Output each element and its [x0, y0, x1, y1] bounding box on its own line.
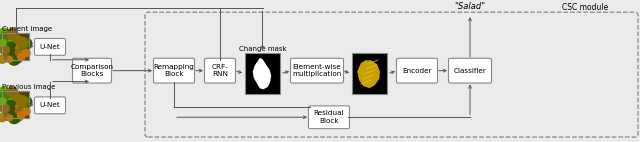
Circle shape [16, 45, 20, 50]
Circle shape [18, 38, 29, 49]
Circle shape [4, 52, 10, 58]
Circle shape [6, 100, 15, 108]
Circle shape [1, 40, 8, 47]
Circle shape [20, 97, 30, 107]
Circle shape [7, 115, 13, 121]
Circle shape [0, 55, 6, 63]
Circle shape [7, 28, 18, 39]
Circle shape [0, 98, 6, 104]
Circle shape [16, 104, 20, 109]
Circle shape [20, 97, 32, 108]
Text: "Salad": "Salad" [454, 2, 486, 11]
Circle shape [7, 88, 17, 98]
Bar [352, 53, 387, 94]
Text: U-Net: U-Net [40, 44, 60, 50]
Circle shape [4, 55, 11, 62]
Text: U-Net: U-Net [40, 102, 60, 108]
Text: CRF-
RNN: CRF- RNN [212, 64, 228, 77]
Circle shape [0, 39, 6, 46]
Polygon shape [253, 58, 271, 89]
Circle shape [1, 32, 10, 41]
Circle shape [15, 108, 22, 114]
FancyBboxPatch shape [397, 58, 438, 83]
Polygon shape [357, 60, 380, 88]
Circle shape [3, 49, 9, 55]
Text: Change mask: Change mask [239, 46, 286, 52]
Text: Current image: Current image [2, 26, 52, 32]
Text: Element-wise
multiplication: Element-wise multiplication [292, 64, 342, 77]
Bar [2, 33, 29, 60]
Circle shape [20, 39, 30, 48]
Circle shape [17, 53, 25, 60]
Circle shape [0, 87, 9, 97]
Bar [2, 91, 29, 118]
Circle shape [18, 96, 29, 108]
Circle shape [23, 108, 30, 115]
Circle shape [0, 114, 6, 122]
Text: Residual
Block: Residual Block [314, 110, 344, 124]
Circle shape [4, 110, 10, 116]
Circle shape [7, 29, 17, 39]
Circle shape [20, 38, 32, 49]
Bar [2, 91, 29, 118]
FancyBboxPatch shape [154, 58, 195, 83]
Circle shape [16, 37, 28, 48]
FancyBboxPatch shape [35, 97, 65, 114]
Circle shape [4, 37, 13, 46]
Circle shape [21, 49, 26, 54]
Circle shape [6, 42, 15, 50]
Circle shape [17, 111, 25, 119]
Bar [245, 53, 280, 94]
Text: Classifier: Classifier [454, 68, 486, 74]
Circle shape [0, 104, 9, 113]
Circle shape [8, 54, 20, 65]
Circle shape [0, 45, 9, 55]
Bar [2, 33, 29, 60]
Text: Comparison
Blocks: Comparison Blocks [70, 64, 113, 77]
Circle shape [13, 113, 22, 121]
Circle shape [0, 35, 9, 46]
Circle shape [13, 94, 21, 102]
Text: Encoder: Encoder [402, 68, 432, 74]
Circle shape [7, 87, 18, 98]
Text: CSC module: CSC module [562, 3, 608, 12]
Text: Remapping
Block: Remapping Block [154, 64, 195, 77]
Circle shape [3, 107, 9, 114]
FancyBboxPatch shape [72, 58, 111, 83]
Circle shape [4, 114, 11, 120]
Circle shape [6, 93, 13, 99]
Circle shape [1, 91, 10, 100]
Circle shape [4, 47, 10, 52]
Circle shape [1, 98, 8, 105]
FancyBboxPatch shape [291, 58, 344, 83]
Circle shape [15, 49, 22, 56]
FancyBboxPatch shape [308, 106, 349, 129]
Circle shape [0, 92, 6, 99]
Circle shape [13, 54, 22, 63]
FancyBboxPatch shape [35, 38, 65, 55]
Circle shape [0, 93, 9, 105]
FancyBboxPatch shape [205, 58, 236, 83]
Circle shape [0, 28, 9, 38]
Circle shape [23, 49, 30, 57]
FancyBboxPatch shape [449, 58, 492, 83]
Circle shape [13, 35, 21, 43]
Circle shape [16, 96, 28, 107]
Circle shape [8, 112, 20, 124]
Circle shape [0, 34, 6, 41]
Text: Previous image: Previous image [2, 84, 56, 90]
Circle shape [4, 105, 10, 110]
Circle shape [6, 34, 13, 41]
Circle shape [4, 96, 13, 104]
Circle shape [21, 108, 26, 112]
Circle shape [7, 57, 13, 62]
